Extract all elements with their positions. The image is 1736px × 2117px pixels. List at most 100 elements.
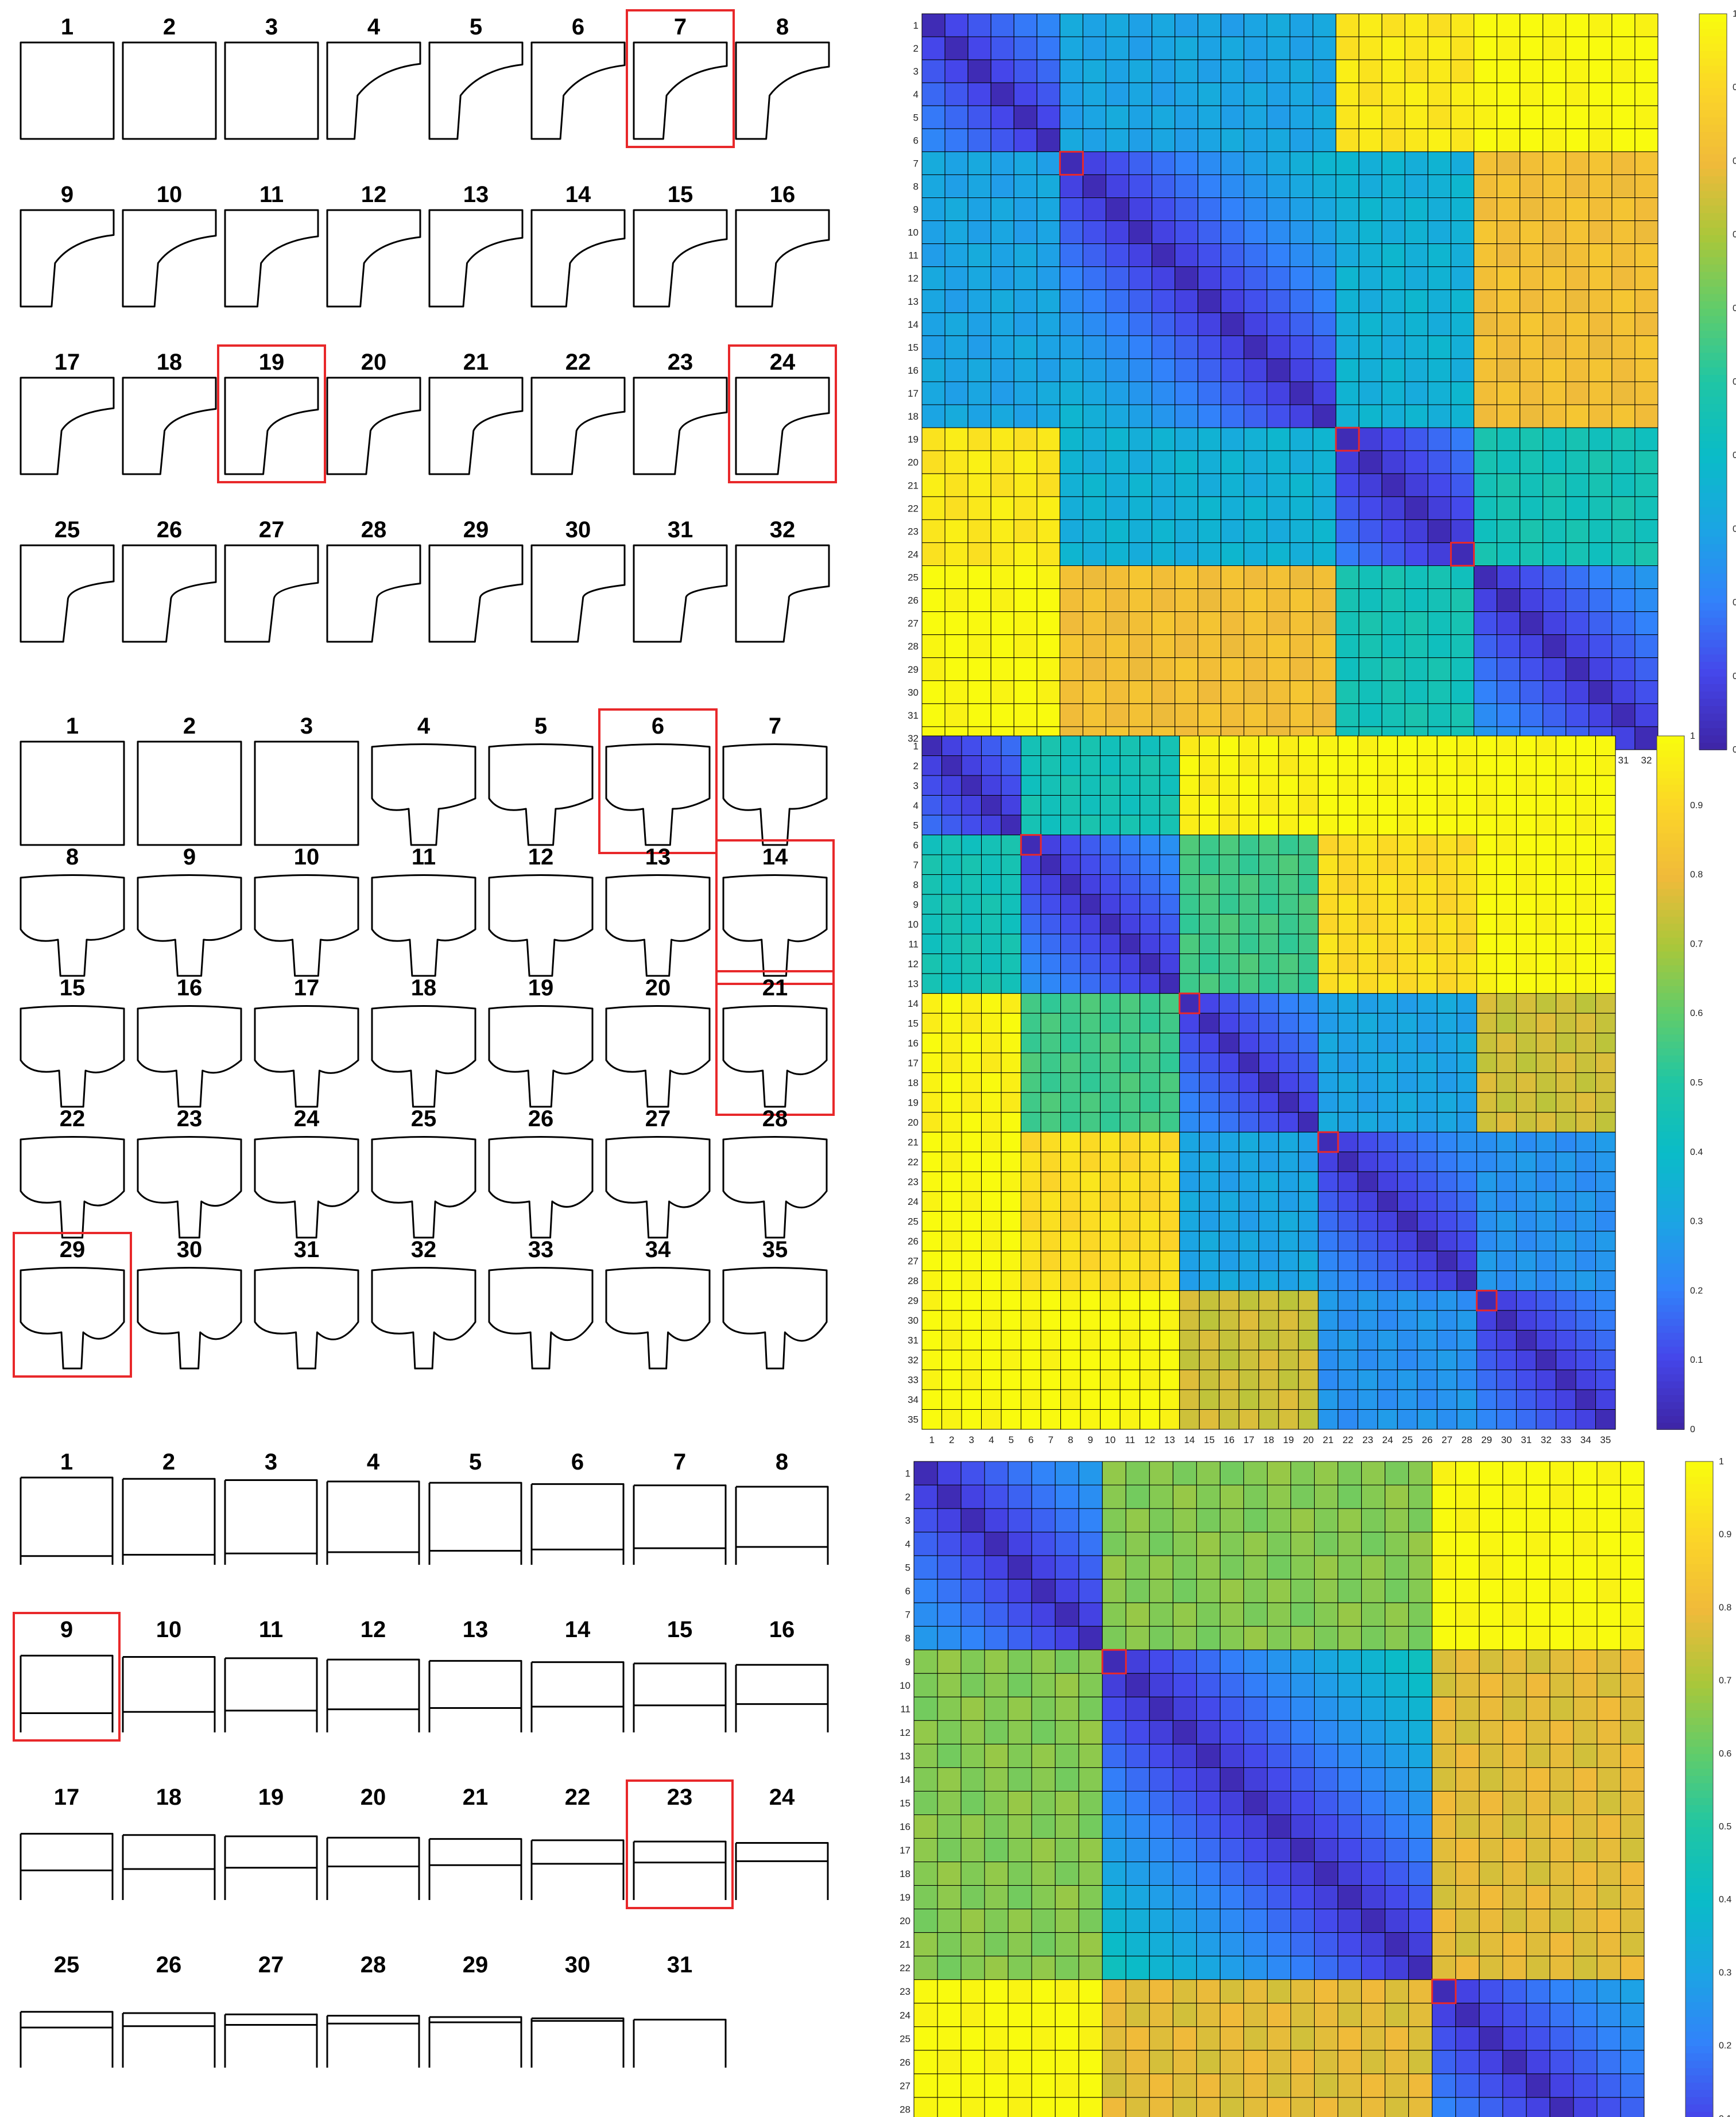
heatmap-cell [1338, 1231, 1358, 1251]
heatmap-cell [1059, 335, 1083, 359]
heatmap-cell [1335, 289, 1359, 313]
heatmap-cell [1298, 1072, 1319, 1093]
heatmap-cell [1080, 1072, 1101, 1093]
heatmap-cell [1199, 795, 1220, 816]
colorbar-step [1699, 470, 1727, 478]
heatmap-cell [1140, 835, 1160, 855]
heatmap-cell [984, 1626, 1009, 1650]
heatmap-cell [1298, 815, 1319, 836]
heatmap-cell [1526, 1531, 1551, 1556]
heatmap-cell [1381, 542, 1405, 566]
heatmap-cell [1031, 1909, 1056, 1933]
heatmap-cell [984, 2050, 1009, 2075]
heatmap-cell [1520, 266, 1544, 290]
heatmap-cell [1575, 795, 1596, 816]
heatmap-cell [1055, 1649, 1079, 1674]
heatmap-cell [944, 496, 968, 520]
heatmap-cell [1082, 657, 1106, 681]
heatmap-cell [1258, 1072, 1279, 1093]
heatmap-cell [1278, 1231, 1299, 1251]
heatmap-cell [1238, 1072, 1260, 1093]
heatmap-cell [1040, 1270, 1061, 1291]
heatmap-cell [1298, 933, 1319, 955]
heatmap-cell [1243, 1461, 1268, 1486]
row-tick: 30 [908, 687, 919, 698]
heatmap-cell [1314, 1461, 1339, 1486]
heatmap-cell [981, 1112, 1002, 1133]
heatmap-cell [1404, 496, 1428, 520]
colorbar-step [1685, 1906, 1713, 1915]
heatmap-cell [1566, 588, 1590, 612]
heatmap-cell [1575, 874, 1596, 895]
heatmap-cell [1338, 1885, 1362, 1910]
heatmap-cell [1555, 755, 1576, 776]
heatmap-cell [921, 735, 943, 757]
heatmap-cell [1479, 1484, 1504, 1509]
heatmap-cell [1243, 36, 1268, 60]
heatmap-cell [967, 128, 991, 152]
shape-number: 11 [412, 844, 436, 870]
heatmap-cell [1436, 1369, 1458, 1390]
heatmap-cell [1291, 1814, 1315, 1839]
heatmap-cell [1031, 1790, 1056, 1815]
heatmap-cell [1021, 1329, 1041, 1351]
heatmap-cell [1377, 1211, 1398, 1232]
colorbar-step [1657, 791, 1684, 799]
heatmap-cell [1385, 1696, 1409, 1721]
heatmap-cell [1055, 2026, 1079, 2051]
heatmap-cell [1106, 473, 1130, 497]
heatmap-cell [1289, 312, 1313, 336]
colorbar-step [1699, 95, 1727, 103]
heatmap-cell [967, 105, 991, 129]
row-tick: 34 [908, 1394, 919, 1405]
shape-outline [20, 1267, 125, 1370]
heatmap-cell [1059, 473, 1083, 497]
heatmap-cell [1427, 128, 1451, 152]
heatmap-cell [1318, 1350, 1339, 1370]
heatmap-cell [1199, 835, 1220, 855]
heatmap-cell [1595, 1151, 1616, 1172]
heatmap-cell [1021, 1310, 1041, 1331]
heatmap-cell [1634, 59, 1658, 83]
heatmap-cell [1159, 815, 1180, 836]
heatmap-cell [1149, 1814, 1173, 1839]
heatmap-cell [1106, 496, 1130, 520]
heatmap-cell [1543, 588, 1567, 612]
heatmap-cell [1595, 1409, 1616, 1430]
heatmap-cell [984, 1885, 1009, 1910]
heatmap-cell [1008, 1979, 1032, 2004]
heatmap-cell [961, 1389, 982, 1410]
heatmap-cell [1243, 1932, 1268, 1957]
heatmap-cell [1476, 1409, 1497, 1430]
heatmap-cell [1199, 933, 1220, 955]
heatmap-cell [990, 335, 1014, 359]
heatmap-cell [1377, 1033, 1398, 1053]
heatmap-cell [1338, 2097, 1362, 2117]
heatmap-cell [1358, 243, 1382, 267]
heatmap-cell [1238, 973, 1260, 994]
shape-cell: 29 [13, 1232, 132, 1378]
heatmap-cell [1055, 1862, 1079, 1886]
heatmap-cell [961, 755, 982, 776]
heatmap-cell [1278, 1072, 1299, 1093]
heatmap-cell [1196, 1673, 1220, 1697]
colorbar-step [1657, 1013, 1684, 1021]
heatmap-cell [1100, 1151, 1121, 1172]
heatmap-cell [1397, 1171, 1418, 1192]
heatmap-cell [1357, 1092, 1378, 1113]
highlight-box [715, 970, 835, 1116]
heatmap-cell [1266, 1484, 1292, 1509]
heatmap-cell [1082, 358, 1106, 382]
heatmap-cell [1220, 13, 1245, 37]
heatmap-cell [1021, 815, 1041, 836]
heatmap-cell [1198, 358, 1222, 382]
heatmap-cell [1238, 993, 1260, 1014]
heatmap-cell [1479, 2003, 1504, 2027]
row-tick: 12 [900, 1727, 910, 1738]
heatmap-cell [1427, 289, 1451, 313]
shape-cell: 17 [20, 1785, 114, 1900]
heatmap-cell [1001, 1052, 1022, 1073]
heatmap-cell [1502, 1956, 1527, 1980]
shape-outline [633, 209, 728, 308]
heatmap-cell [1596, 1649, 1621, 1674]
